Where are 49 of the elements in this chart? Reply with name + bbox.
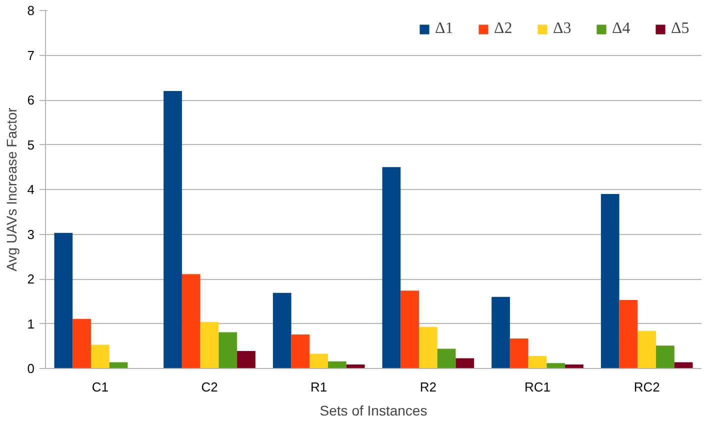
y-tick-label: 2 (27, 272, 35, 286)
bar (72, 318, 91, 368)
y-tick-label: 6 (27, 92, 35, 108)
y-tick-label: 0 (27, 361, 35, 376)
legend-label: Δ3 (553, 20, 572, 38)
bar (200, 322, 219, 368)
legend-label: Δ5 (671, 20, 690, 38)
bar (218, 332, 238, 368)
bar (237, 351, 256, 368)
bar (382, 167, 401, 368)
y-tick-label: 4 (27, 182, 35, 197)
bar (656, 346, 674, 368)
bar (328, 361, 346, 368)
bar (164, 91, 182, 368)
bar (456, 358, 474, 368)
bar (528, 356, 547, 368)
y-tick-label: 8 (27, 3, 35, 18)
bar (310, 354, 328, 368)
legend-label: Δ4 (612, 20, 632, 38)
bar (54, 232, 73, 368)
x-axis-title: Sets of Instances (320, 402, 428, 418)
x-tick-label: C1 (92, 380, 108, 394)
y-tick-label: 3 (27, 226, 35, 242)
legend-label: Δ2 (494, 20, 514, 38)
y-tick-label: 5 (27, 137, 35, 152)
x-tick-label: R2 (420, 380, 436, 394)
bar (492, 296, 510, 368)
bar (90, 344, 110, 368)
bar (600, 194, 620, 368)
y-axis-title: Avg UAVs Increase Factor (3, 107, 20, 272)
bar (638, 330, 656, 368)
bar (182, 274, 200, 368)
bar (109, 362, 128, 368)
x-tick-label: R1 (310, 380, 328, 394)
x-tick-label: RC1 (524, 380, 551, 394)
bar (272, 292, 292, 368)
y-tick-label: 7 (27, 48, 35, 63)
y-tick-label: 1 (27, 316, 35, 332)
bar (291, 334, 310, 368)
bar (437, 348, 456, 368)
bar (674, 362, 693, 368)
legend-label: Δ1 (435, 20, 454, 38)
bar (619, 300, 638, 368)
bar (400, 290, 419, 368)
bar (546, 363, 566, 368)
x-tick-label: RC2 (634, 380, 660, 394)
bar (418, 326, 438, 368)
bar (510, 338, 528, 368)
x-tick-label: C2 (201, 380, 218, 394)
